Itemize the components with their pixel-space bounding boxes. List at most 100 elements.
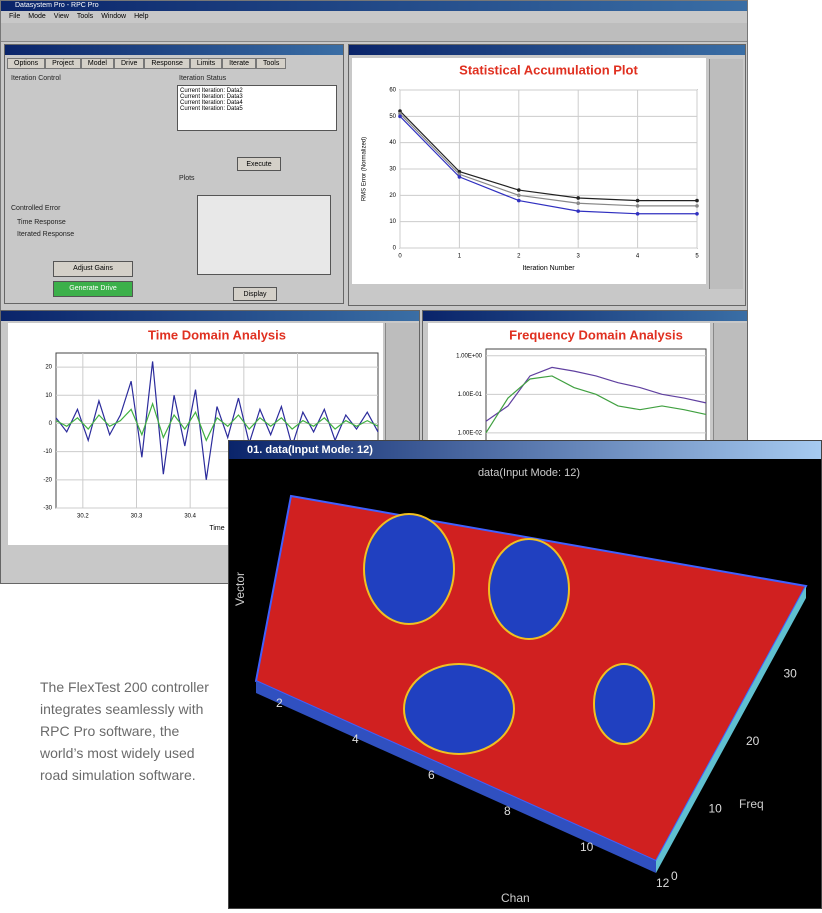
x-tick-label: 2 [517, 254, 521, 260]
side-toolbar [713, 323, 747, 441]
surface-side [656, 586, 806, 873]
plot-grid [197, 195, 331, 275]
status-item: Current Iteration: Data4 [180, 100, 243, 106]
menu-item[interactable]: File [9, 13, 21, 20]
point [695, 211, 699, 216]
status-item: Current Iteration: Data3 [180, 94, 243, 100]
stat-plot: Statistical Accumulation Plot01020304050… [352, 58, 706, 284]
tab[interactable]: Drive [114, 58, 145, 69]
point [635, 211, 640, 216]
tab[interactable]: Response [144, 58, 190, 69]
y-tick-label: 0 [671, 869, 678, 883]
section-label: Iteration Control [11, 75, 61, 82]
chart-title: data(Input Mode: 12) [478, 467, 580, 479]
window-title-bar [423, 311, 747, 321]
tab[interactable]: Iterate [222, 58, 257, 69]
section-label: Controlled Error [11, 205, 61, 212]
point [398, 114, 402, 119]
section-label: Iteration Status [179, 75, 227, 82]
panel-title-bar [5, 45, 343, 55]
peak [488, 538, 570, 640]
app-title: Datasystem Pro - RPC Pro [1, 1, 747, 11]
point [517, 198, 521, 203]
point [695, 204, 699, 208]
toolbar [1, 23, 747, 42]
y-tick-label: -10 [43, 449, 52, 455]
status-list: Current Iteration: Data2 Current Iteratio… [177, 85, 337, 131]
button[interactable]: Adjust Gains [53, 261, 133, 277]
point [517, 188, 521, 192]
x-tick-label: 10 [580, 840, 594, 854]
radio-option[interactable]: Time Response [17, 219, 66, 226]
y-tick-label: 30 [784, 667, 798, 681]
y-tick-label: -20 [43, 477, 52, 483]
peak [363, 513, 455, 625]
button[interactable]: Display [233, 287, 277, 301]
radio-option[interactable]: Iterated Response [17, 231, 75, 238]
x-tick-label: 3 [577, 254, 581, 260]
x-tick-label: 5 [695, 254, 699, 260]
menu-item[interactable]: Help [134, 13, 149, 20]
window-title-bar [1, 311, 419, 321]
menu-item[interactable]: View [53, 13, 69, 20]
tab[interactable]: Tools [256, 58, 287, 69]
series-line [399, 115, 697, 215]
y-tick-label: 0 [49, 421, 53, 427]
y-tick-label: 10 [45, 393, 52, 399]
tab[interactable]: Limits [189, 58, 223, 69]
chart-title: Frequency Domain Analysis [509, 327, 683, 342]
y-tick-label: 1.00E-01 [458, 392, 483, 398]
point [576, 196, 580, 200]
surface-window: 01. data(Input Mode: 12) data(Input Mode… [228, 440, 822, 909]
window-title: 01. data(Input Mode: 12) [229, 441, 821, 459]
point [635, 198, 640, 203]
y-tick-label: 1.00E-02 [458, 430, 483, 436]
series-line [485, 375, 707, 434]
x-tick-label: 30.2 [77, 514, 89, 520]
x-tick-label: 30.4 [184, 514, 196, 520]
tab-row: Options Project Model Drive Response Limits It… [7, 58, 341, 69]
x-tick-label: 30.3 [131, 514, 143, 520]
surface-side [256, 681, 656, 873]
y-tick-label: 20 [389, 193, 396, 199]
point [517, 193, 521, 198]
tab[interactable]: Options [7, 58, 46, 69]
menu-item[interactable]: Mode [28, 13, 46, 20]
x-axis-label: Time [209, 525, 224, 532]
button[interactable]: Generate Drive [53, 281, 133, 297]
series-line [55, 401, 379, 442]
series-line [399, 113, 697, 207]
x-axis-label: Chan [501, 891, 530, 905]
y-tick-label: 40 [389, 140, 396, 146]
y-tick-label: 60 [389, 88, 396, 94]
x-tick-label: 4 [352, 732, 359, 746]
menu-item[interactable]: Tools [76, 13, 94, 20]
chart-title: Time Domain Analysis [148, 327, 286, 342]
point [576, 201, 580, 206]
status-item: Current Iteration: Data2 [180, 88, 243, 94]
y-tick-label: 50 [389, 114, 396, 120]
x-tick-label: 1 [458, 254, 462, 260]
section-label: Plots [179, 175, 195, 182]
peak [403, 663, 515, 755]
y-axis-label: Freq [739, 797, 764, 811]
point [695, 198, 699, 203]
x-tick-label: 6 [428, 768, 435, 782]
menu-item[interactable]: Window [101, 13, 127, 20]
point [576, 209, 580, 213]
x-tick-label: 0 [398, 254, 402, 260]
point [398, 109, 402, 113]
tab[interactable]: Model [80, 58, 114, 69]
y-tick-label: 0 [393, 246, 397, 252]
tab[interactable]: Project [45, 58, 81, 69]
window-title-bar [349, 45, 745, 55]
y-tick-label: 1.00E+00 [456, 353, 483, 359]
peaks [363, 513, 655, 755]
caption: The FlexTest 200 controller integrates s… [40, 679, 209, 783]
point [398, 111, 402, 116]
button[interactable]: Execute [237, 157, 281, 171]
peak [593, 663, 655, 745]
side-toolbar [709, 59, 743, 289]
y-axis-label: RMS Error (Normalized) [362, 137, 368, 201]
